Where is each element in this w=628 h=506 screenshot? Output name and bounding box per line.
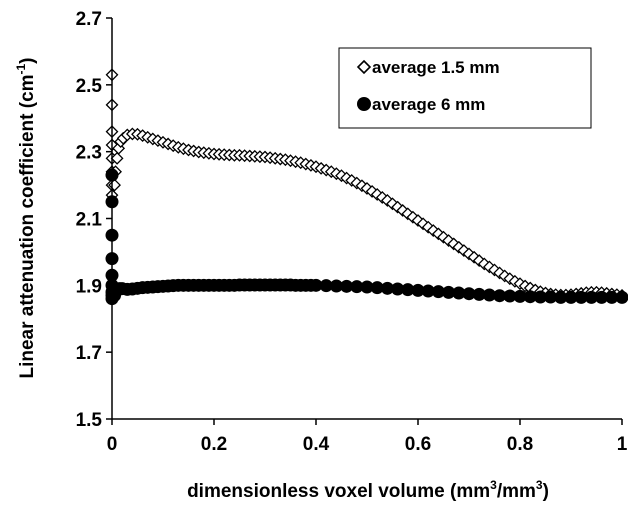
y-label-main: Linear attenuation coefficient (cm [17, 74, 38, 378]
x-axis-label: dimensionless voxel volume (mm3/mm3) [187, 478, 549, 502]
data-point-circle [370, 281, 384, 295]
legend-diamond-marker [356, 59, 372, 75]
axes: 1.5 1.7 1.9 2.1 2.3 2.5 2.7 0 0.2 0.4 0.6 0.8 1 [76, 9, 628, 455]
x-label-sup-1: 3 [490, 478, 497, 492]
y-tick-label: 2.1 [76, 210, 103, 231]
y-tick-label: 2.3 [76, 143, 102, 164]
legend-label-6mm: average 6 mm [372, 95, 485, 114]
series-average-6-mm [105, 168, 628, 306]
x-label-part-1: dimensionless voxel volume (mm [187, 481, 490, 502]
data-point-circle [493, 289, 507, 303]
data-point-circle [421, 284, 435, 298]
legend-box [338, 47, 592, 129]
x-label-sup-2: 3 [536, 478, 543, 492]
data-point-circle [615, 290, 628, 304]
y-label-sup: -1 [14, 63, 28, 74]
data-point-circle [340, 279, 354, 293]
x-tick-label: 0.8 [507, 434, 533, 455]
x-label-part-2: /mm [497, 481, 536, 502]
legend-label-1-5mm: average 1.5 mm [372, 58, 500, 77]
series-average-1-5-mm [105, 68, 628, 302]
data-point-circle [533, 290, 547, 304]
data-point-circle [605, 290, 619, 304]
data-point-circle [380, 281, 394, 295]
data-point-circle [391, 282, 405, 296]
data-point-circle [482, 288, 496, 302]
data-point-circle [329, 279, 343, 293]
data-point-circle [584, 290, 598, 304]
data-point-circle [360, 280, 374, 294]
x-tick-label: 0 [107, 434, 118, 455]
data-point-circle [564, 290, 578, 304]
data-point-circle [401, 283, 415, 297]
data-point-circle [472, 287, 486, 301]
data-point-circle [544, 290, 558, 304]
data-point-circle [462, 287, 476, 301]
legend-circle-marker [357, 97, 371, 111]
data-point-circle [442, 285, 456, 299]
y-tick-label: 1.5 [76, 410, 103, 431]
data-point-circle [431, 285, 445, 299]
y-axis-label: Linear attenuation coefficient (cm-1) [14, 57, 38, 378]
y-label-end: ) [17, 57, 38, 63]
y-tick-label: 2.5 [76, 76, 103, 97]
data-point-circle [554, 290, 568, 304]
data-point-circle [411, 283, 425, 297]
x-tick-label: 0.6 [405, 434, 431, 455]
data-point-circle [574, 290, 588, 304]
markers [105, 68, 628, 306]
data-point-circle [513, 289, 527, 303]
data-point-circle [319, 279, 333, 293]
legend: average 1.5 mm average 6 mm [338, 47, 592, 129]
data-point-circle [309, 278, 323, 292]
data-point-circle [595, 290, 609, 304]
data-point-circle [503, 289, 517, 303]
y-tick-label: 1.9 [76, 276, 102, 297]
x-label-part-3: ) [543, 481, 549, 502]
data-point-circle [350, 280, 364, 294]
x-tick-label: 0.2 [201, 434, 227, 455]
y-tick-label: 1.7 [76, 343, 102, 364]
x-tick-label: 0.4 [303, 434, 330, 455]
data-point-circle [452, 286, 466, 300]
data-point-circle [523, 290, 537, 304]
y-tick-label: 2.7 [76, 9, 102, 30]
data-point-diamond [110, 151, 124, 165]
x-tick-label: 1 [617, 434, 628, 455]
